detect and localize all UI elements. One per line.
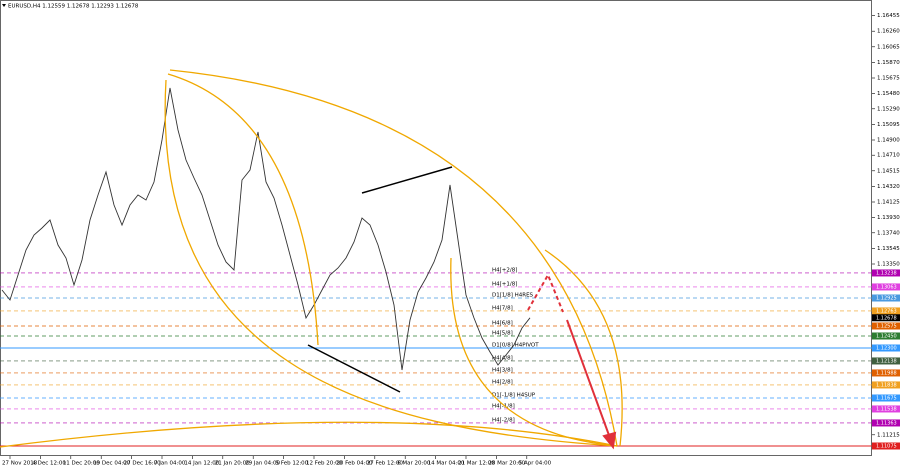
y-tick-label: 1.14320 — [877, 184, 900, 190]
level-name: H4[2/8] — [492, 379, 513, 385]
level-price-label: 1.13063 — [876, 284, 897, 290]
level-price-label: 1.12763 — [876, 308, 897, 314]
level-price-box — [872, 269, 900, 277]
y-tick-label: 1.14515 — [877, 168, 900, 174]
trend-line — [361, 166, 453, 194]
y-tick-label: 1.11215 — [877, 432, 900, 438]
level-price-box — [872, 294, 900, 302]
y-tick-label: 1.15480 — [877, 91, 900, 97]
level-price-label: 1.12138 — [876, 358, 897, 364]
level-name: H4[7/8] — [492, 305, 513, 311]
y-tick-label: 1.14125 — [877, 200, 900, 206]
forecast-path — [527, 272, 564, 313]
y-tick-label: 1.16260 — [877, 29, 900, 35]
level-name: D1[-1/8] H4SUP — [492, 393, 536, 399]
forecast-arrow — [527, 272, 617, 450]
level-price-box — [872, 344, 900, 352]
y-tick-label: 1.14900 — [877, 138, 900, 144]
x-tick-label: 12 Feb 20:00 — [306, 461, 343, 467]
plot-frame — [0, 0, 872, 456]
y-tick-label: 1.15675 — [877, 76, 900, 82]
x-tick-label: 20 Feb 04:00 — [336, 461, 373, 467]
level-name: D1[1/8] H4RES — [492, 293, 534, 299]
arc — [167, 73, 319, 346]
level-price-label: 1.11675 — [876, 396, 897, 402]
y-tick-label: 1.16455 — [877, 13, 900, 19]
x-tick-label: 11 Dec 20:00 — [63, 461, 100, 467]
arc — [169, 69, 618, 447]
x-tick-label: 21 Mar 12:00 — [458, 461, 495, 467]
trend-line — [307, 344, 401, 393]
y-tick-label: 1.13740 — [877, 230, 900, 236]
level-price-box — [872, 357, 900, 365]
level-price-box — [872, 381, 900, 389]
arc-drawings — [0, 69, 623, 448]
level-name: H4[3/8] — [492, 367, 513, 373]
level-name: H4[+2/8] — [492, 267, 517, 273]
current-price-box — [872, 314, 900, 322]
y-tick-label: 1.13350 — [877, 262, 900, 268]
level-price-label: 1.12925 — [876, 296, 897, 302]
x-tick-label: 27 Dec 16:00 — [124, 461, 161, 467]
level-name: H4[-2/8] — [492, 417, 515, 423]
level-name: H4[+1/8] — [492, 281, 517, 287]
x-tick-label: 5 Feb 12:00 — [276, 461, 309, 467]
x-tick-label: 27 Feb 12:00 — [367, 461, 404, 467]
y-tick-label: 1.13930 — [877, 215, 900, 221]
arc — [164, 79, 618, 447]
x-tick-label: 19 Dec 04:00 — [93, 461, 130, 467]
y-tick-label: 1.15870 — [877, 60, 900, 66]
level-price-label: 1.12575 — [876, 324, 897, 330]
arc — [544, 249, 623, 447]
x-tick-label: 21 Jan 20:00 — [215, 461, 250, 467]
level-price-label: 1.13238 — [876, 270, 897, 276]
level-price-box — [872, 419, 900, 427]
level-price-label: 1.11988 — [876, 370, 897, 376]
x-tick-label: 28 Mar 20:00 — [488, 461, 525, 467]
level-price-box — [872, 332, 900, 340]
level-price-box — [872, 394, 900, 402]
chart-title: EURUSD,H4 1.12559 1.12678 1.12293 1.1267… — [8, 4, 139, 10]
current-price-label: 1.12678 — [876, 315, 897, 321]
level-price-label: 1.11538 — [876, 406, 897, 412]
x-tick-label: 5 Apr 04:00 — [519, 461, 552, 467]
x-tick-label: 27 Nov 2018 — [2, 461, 38, 467]
x-tick-label: 14 Jan 12:00 — [184, 461, 219, 467]
x-tick-label: 7 Jan 04:00 — [154, 461, 186, 467]
arrow-head — [602, 431, 617, 450]
level-price-box — [872, 442, 900, 450]
x-tick-label: 4 Dec 12:00 — [32, 461, 66, 467]
level-price-label: 1.12450 — [876, 334, 897, 340]
y-tick-label: 1.15095 — [877, 122, 900, 128]
trend-lines — [307, 166, 453, 393]
level-price-label: 1.11838 — [876, 382, 897, 388]
title-icon — [2, 4, 6, 7]
level-name: H4[-1/8] — [492, 403, 515, 409]
level-name: H4[6/8] — [492, 321, 513, 327]
level-price-box — [872, 369, 900, 377]
level-name: H4[4/8] — [492, 355, 513, 361]
level-price-label: 1.11363 — [876, 420, 897, 426]
level-name: D1[0/8] H4PIVOT — [492, 343, 539, 349]
x-tick-label: 29 Jan 04:00 — [245, 461, 280, 467]
x-tick-label: 14 Mar 04:00 — [428, 461, 465, 467]
level-price-label: 1.12300 — [876, 346, 897, 352]
y-tick-label: 1.16065 — [877, 44, 900, 50]
level-price-label: 1.11075 — [876, 444, 897, 450]
forecast-line — [566, 319, 611, 439]
x-tick-label: 6 Mar 20:00 — [397, 461, 431, 467]
y-tick-label: 1.13545 — [877, 246, 900, 252]
arc — [0, 421, 618, 448]
level-price-box — [872, 405, 900, 413]
level-name: H4[5/8] — [492, 331, 513, 337]
level-price-box — [872, 307, 900, 315]
y-tick-label: 1.15290 — [877, 106, 900, 112]
level-price-box — [872, 322, 900, 330]
price-line — [1, 87, 531, 371]
y-tick-label: 1.14710 — [877, 153, 900, 159]
arc — [450, 257, 618, 447]
level-price-box — [872, 283, 900, 291]
